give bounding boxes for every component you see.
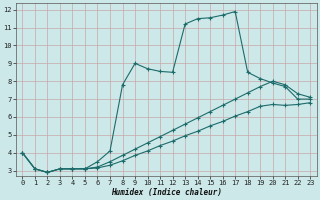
X-axis label: Humidex (Indice chaleur): Humidex (Indice chaleur) (111, 188, 222, 197)
